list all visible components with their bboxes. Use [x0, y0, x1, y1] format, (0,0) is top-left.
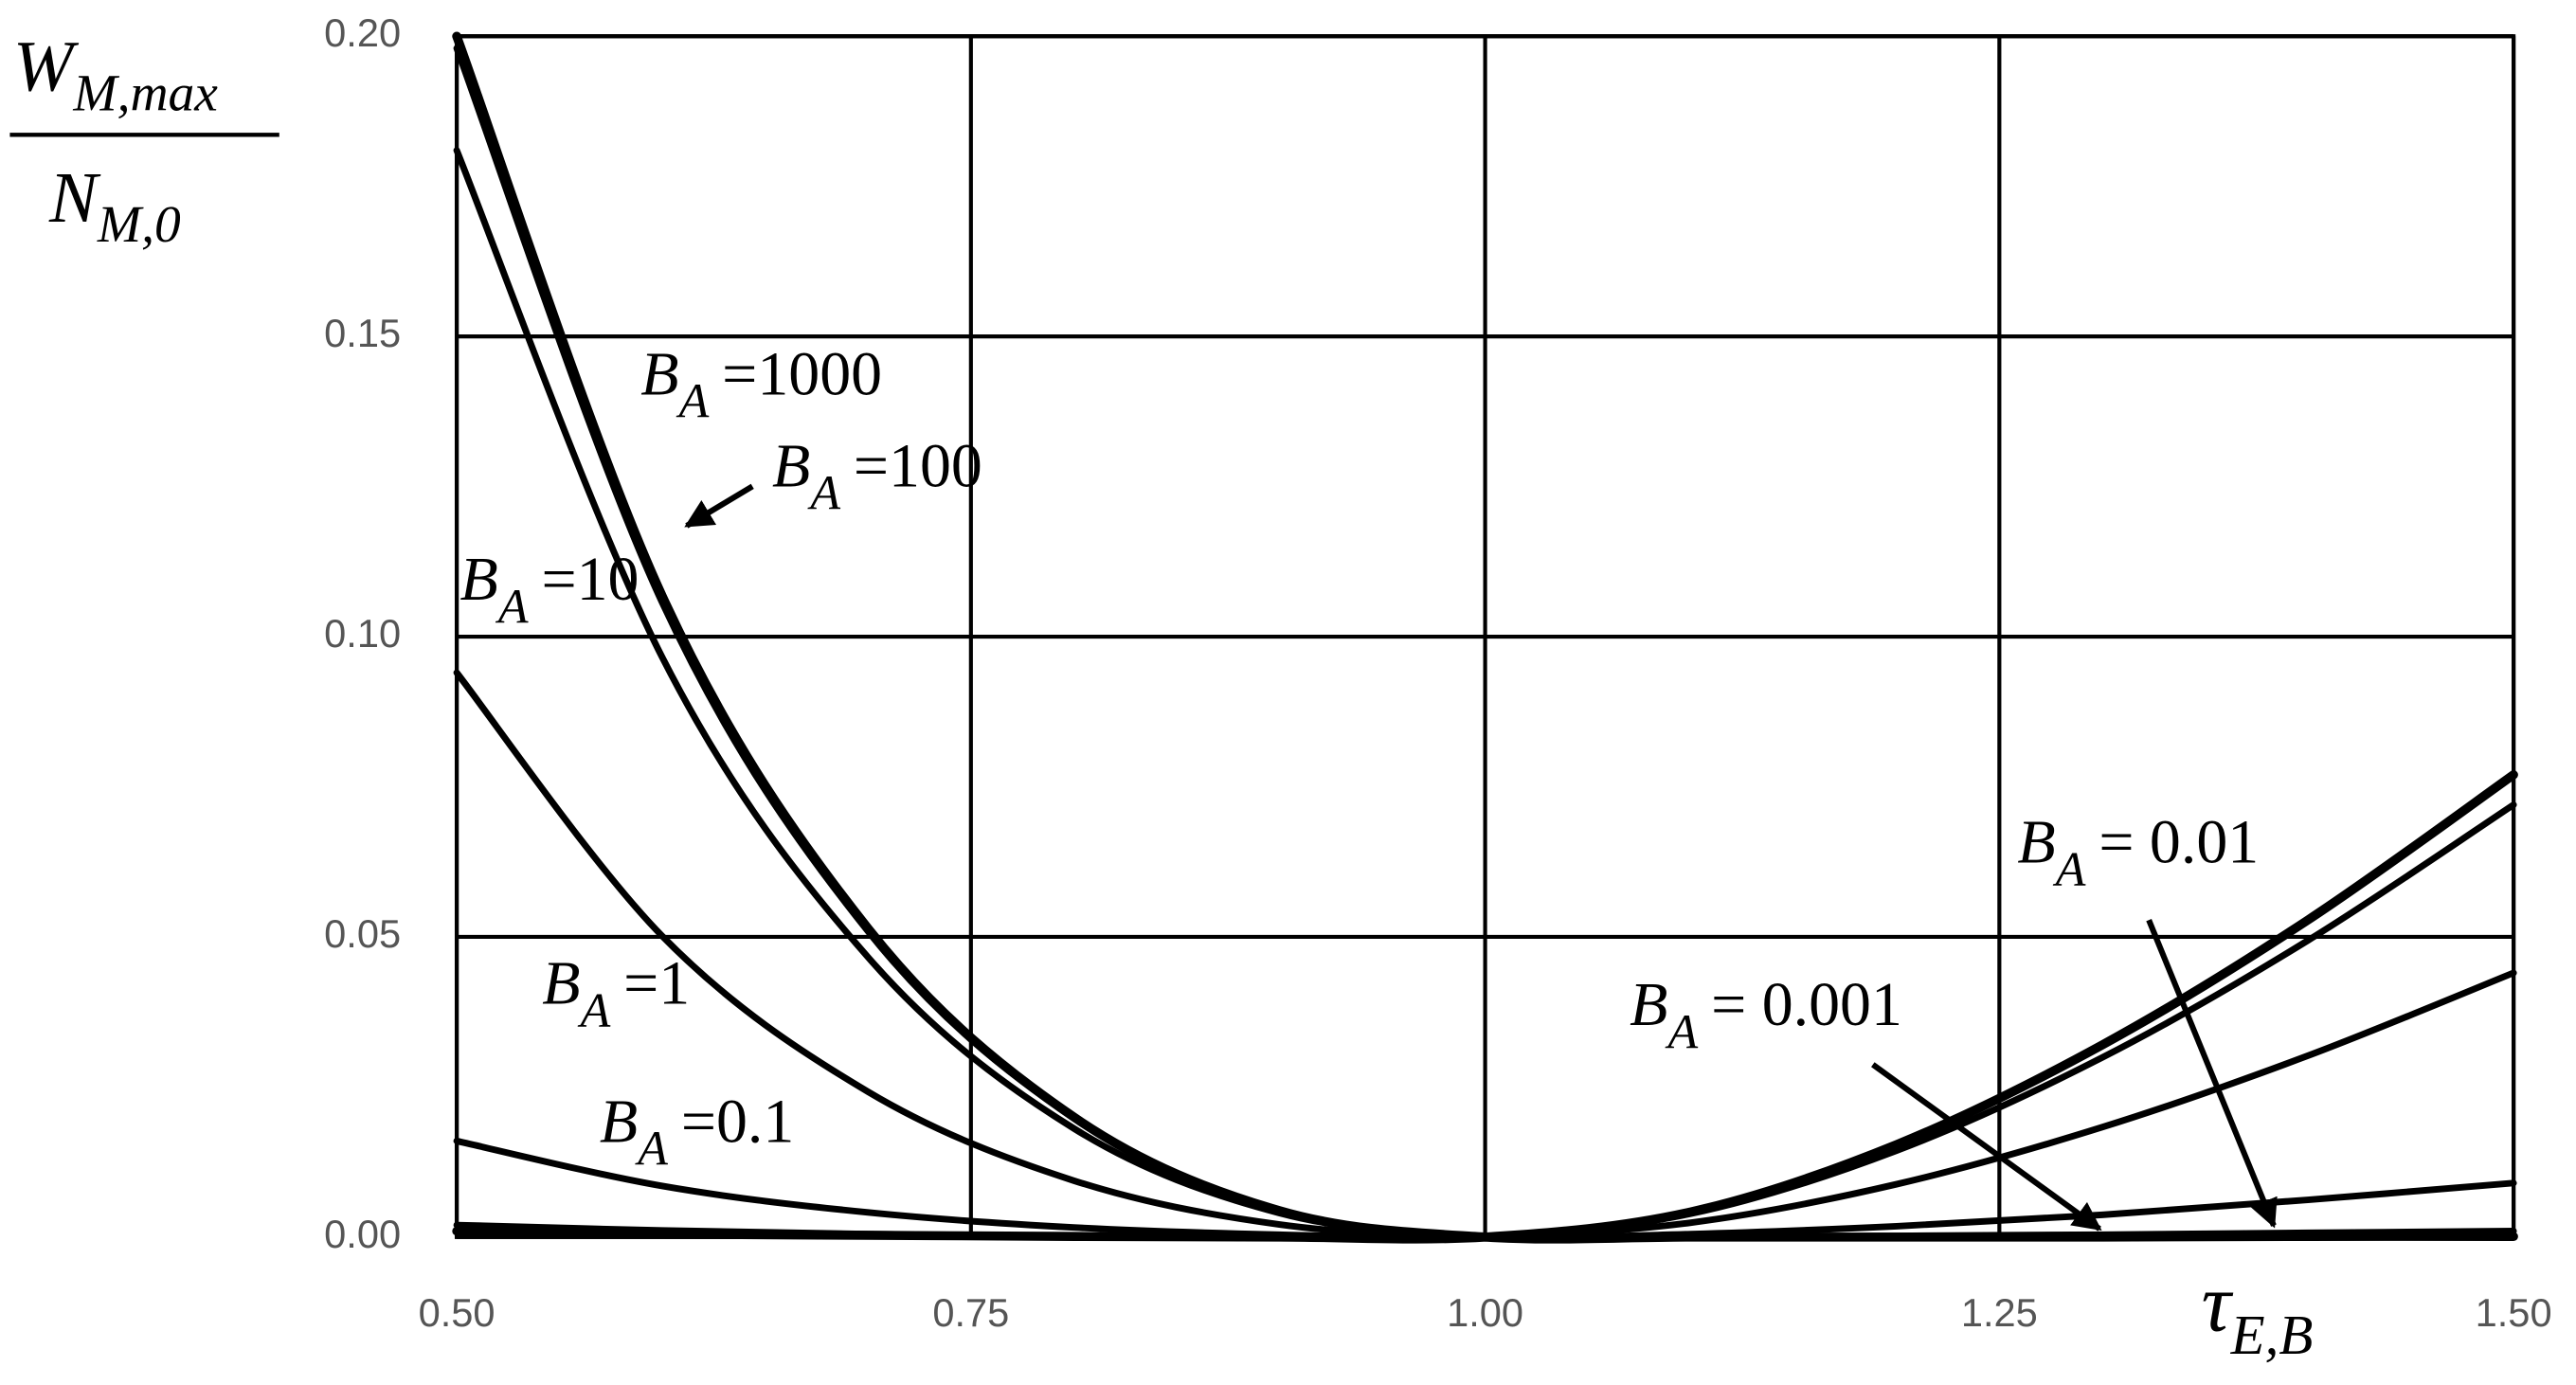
- annotation-sub: A: [807, 467, 840, 521]
- annotation: BA =1: [542, 949, 690, 1038]
- annotation-sub: A: [1665, 1005, 1698, 1059]
- annotation-sub: A: [577, 984, 610, 1038]
- y-label-den-main: N: [48, 157, 101, 238]
- plot-frame: [454, 34, 2516, 1239]
- arrow: [684, 483, 754, 529]
- x-label-sub: E,B: [2230, 1304, 2314, 1366]
- annotation: BA = 0.01: [2017, 807, 2259, 896]
- x-tick-label: 0.75: [932, 1290, 1009, 1335]
- annotation-main: B: [772, 431, 810, 500]
- annotation-rest: =1: [623, 949, 690, 1018]
- x-tick-label: 1.00: [1447, 1290, 1523, 1335]
- annotation-main: B: [640, 339, 678, 408]
- y-axis-label-denominator: NM,0: [48, 157, 181, 254]
- annotation-main: B: [542, 949, 580, 1018]
- annotation: BA =100: [772, 431, 982, 520]
- annotation: BA =0.1: [600, 1087, 794, 1176]
- y-tick-label: 0.00: [324, 1212, 401, 1256]
- annotation: BA =1000: [640, 339, 882, 428]
- y-label-num-main: W: [13, 26, 80, 106]
- annotation-rest: =10: [541, 545, 639, 614]
- annotation-main: B: [460, 545, 498, 614]
- y-label-den-sub: M,0: [97, 196, 181, 254]
- arrow: [1871, 1062, 2102, 1232]
- x-label-main: τ: [2202, 1258, 2234, 1349]
- annotation-rest: = 0.01: [2099, 807, 2259, 876]
- y-tick-label: 0.10: [324, 611, 401, 656]
- y-tick-label: 0.15: [324, 311, 401, 355]
- annotation: BA = 0.001: [1630, 970, 1902, 1059]
- annotation-main: B: [2017, 807, 2055, 876]
- annotation-rest: = 0.001: [1711, 970, 1902, 1039]
- y-tick-label: 0.20: [324, 10, 401, 55]
- annotation-rest: =0.1: [681, 1087, 795, 1156]
- x-tick-label: 1.50: [2476, 1290, 2552, 1335]
- y-label-num-sub: M,max: [72, 64, 218, 122]
- y-tick-label: 0.05: [324, 911, 401, 956]
- annotation-rest: =100: [854, 431, 982, 500]
- annotation-sub: A: [495, 580, 529, 634]
- series-line: [453, 147, 2517, 1243]
- x-tick-label: 0.50: [419, 1290, 495, 1335]
- x-tick-label: 1.25: [1961, 1290, 2038, 1335]
- annotation-main: B: [1630, 970, 1667, 1039]
- annotation-sub: A: [635, 1123, 668, 1177]
- arrow: [2146, 919, 2278, 1229]
- annotation: BA =10: [460, 545, 639, 634]
- annotation-sub: A: [2053, 843, 2086, 897]
- y-axis-label-numerator: WM,max: [13, 26, 218, 122]
- arrows: [684, 483, 2278, 1232]
- annotation-rest: =1000: [722, 339, 882, 408]
- x-axis-label: τE,B: [2202, 1258, 2314, 1366]
- annotation-main: B: [600, 1087, 638, 1156]
- annotation-sub: A: [676, 375, 710, 429]
